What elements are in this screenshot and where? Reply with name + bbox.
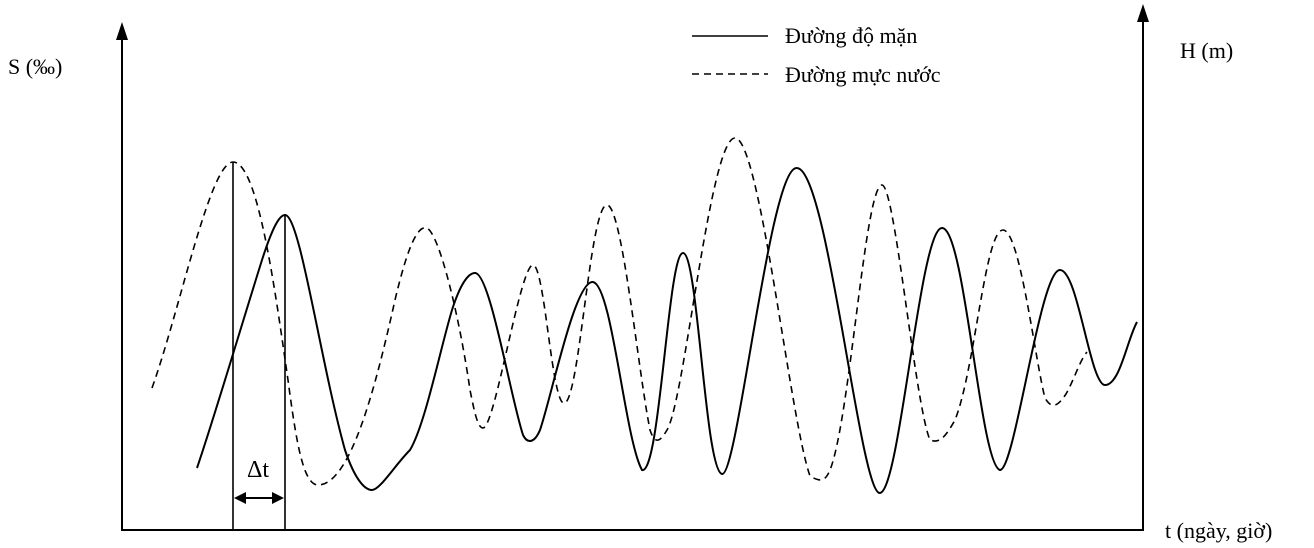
delta-t-label: Δt: [247, 457, 269, 483]
right-y-axis-arrow: [1137, 4, 1149, 22]
x-axis-label: t (ngày, giờ): [1165, 518, 1272, 543]
delta-t-marker: Δt: [232, 162, 286, 530]
delta-t-arrowhead-right: [272, 492, 284, 504]
left-y-axis-arrow: [116, 22, 128, 40]
y-right-label: H (m): [1180, 38, 1233, 63]
salinity-curve: [196, 166, 1138, 495]
water-level-curve: [151, 137, 1088, 486]
legend-water-level-label: Đường mực nước: [785, 62, 941, 87]
legend-salinity-label: Đường độ mặn: [785, 23, 917, 48]
y-left-label: S (‰): [8, 54, 62, 79]
delta-t-arrowhead-left: [234, 492, 246, 504]
legend: Đường độ mặn Đường mực nước: [692, 23, 941, 87]
